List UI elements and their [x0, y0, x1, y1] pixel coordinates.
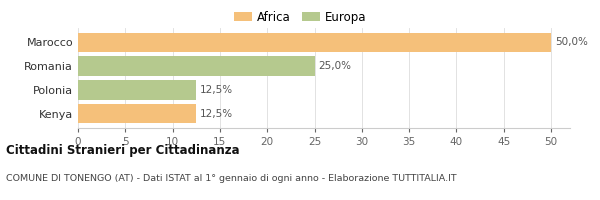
Bar — [78, 80, 196, 100]
Legend: Africa, Europa: Africa, Europa — [229, 6, 371, 28]
Bar — [78, 56, 314, 76]
Text: Cittadini Stranieri per Cittadinanza: Cittadini Stranieri per Cittadinanza — [6, 144, 239, 157]
Text: 25,0%: 25,0% — [319, 61, 352, 71]
Text: 12,5%: 12,5% — [200, 109, 233, 119]
Text: 50,0%: 50,0% — [555, 37, 588, 47]
Bar — [78, 33, 551, 52]
Bar — [78, 104, 196, 123]
Text: 12,5%: 12,5% — [200, 85, 233, 95]
Text: COMUNE DI TONENGO (AT) - Dati ISTAT al 1° gennaio di ogni anno - Elaborazione TU: COMUNE DI TONENGO (AT) - Dati ISTAT al 1… — [6, 174, 457, 183]
